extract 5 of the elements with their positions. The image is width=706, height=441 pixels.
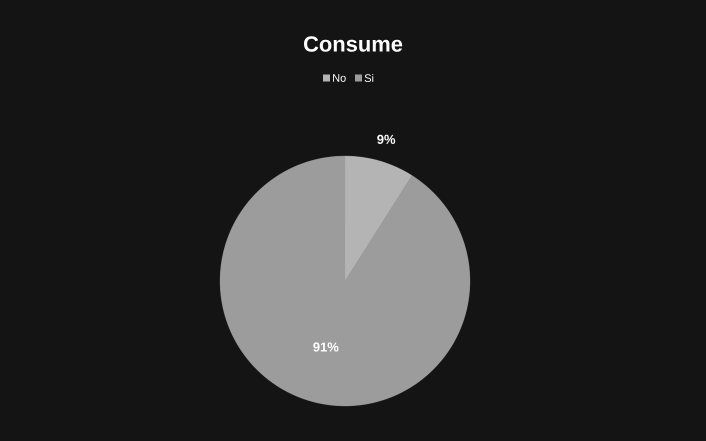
- legend-label: No: [333, 74, 346, 82]
- chart-title: Consume: [304, 36, 402, 52]
- data-label: 91%: [313, 342, 338, 352]
- data-label: 9%: [377, 134, 396, 144]
- legend-label: Si: [364, 74, 374, 82]
